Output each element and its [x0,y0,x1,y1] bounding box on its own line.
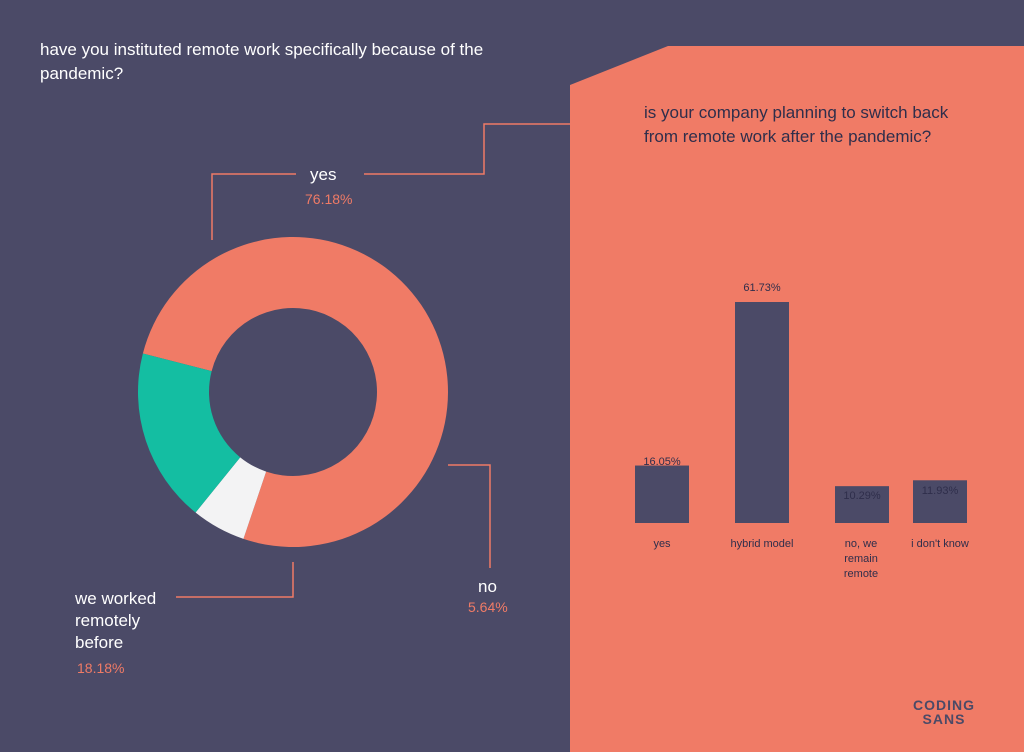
bar-label-yes: yes [653,538,671,550]
donut-label-yes: yes [310,165,337,184]
donut-value-before: 18.18% [77,660,125,676]
bar-label-dontknow: i don't know [911,538,969,550]
right-panel [570,46,1024,752]
bar-label-hybrid: hybrid model [730,538,794,550]
donut-value-yes: 76.18% [305,191,353,207]
donut-label-before: we worked remotely before [75,589,157,652]
coding-sans-logo: CODING SANS [913,698,975,726]
leader-no [448,464,491,568]
bar-remain-remote [835,486,889,523]
leader-before [176,562,294,598]
bar-hybrid-model [735,302,789,523]
bar-value-remain: 10.29% [843,490,881,502]
donut-slice-no [195,457,267,539]
logo-line-1: CODING [913,697,975,713]
bar-chart-title: is your company planning to switch back … [644,103,949,146]
donut-label-no: no [478,577,497,596]
donut-value-no: 5.64% [468,599,508,615]
bar-value-hybrid: 61.73% [743,282,781,294]
donut-chart-title: have you instituted remote work specific… [40,40,484,83]
leader-yes [211,173,296,240]
connector-line [364,123,570,175]
logo-line-2: SANS [922,711,966,727]
bar-dont-know [913,480,967,523]
bar-value-dontknow: 11.93% [921,485,959,497]
donut-slice-before [138,353,241,513]
donut-slice-yes [142,236,448,548]
bar-value-yes: 16.05% [643,456,681,468]
bar-yes [635,465,689,523]
bar-label-remain: no, we remain remote [843,538,879,580]
